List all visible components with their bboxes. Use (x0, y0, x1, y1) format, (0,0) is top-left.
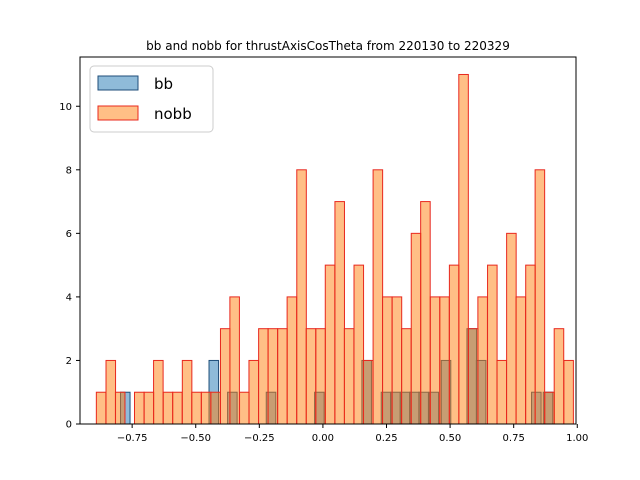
bar-nobb-21 (296, 169, 307, 425)
bar-nobb-47 (544, 391, 555, 425)
bar-nobb-32 (401, 328, 412, 425)
bar-nobb-30 (382, 296, 393, 425)
bar-nobb-40 (477, 296, 488, 425)
bar-nobb-37 (448, 264, 460, 425)
bar-nobb-36 (439, 296, 450, 425)
y-tick-label-1: 2 (66, 356, 72, 367)
x-tick-label-2: −0.25 (244, 433, 275, 444)
y-tick-label-2: 4 (66, 292, 72, 303)
series-nobb (95, 73, 574, 425)
y-tick-label-5: 10 (59, 102, 72, 113)
bar-nobb-9 (181, 359, 193, 425)
bar-nobb-22 (305, 328, 317, 425)
x-tick-label-1: −0.50 (180, 433, 211, 444)
bar-nobb-1 (105, 359, 117, 425)
bar-nobb-4 (134, 391, 145, 425)
bar-nobb-24 (324, 264, 336, 425)
bar-nobb-19 (277, 328, 288, 425)
bar-nobb-41 (487, 264, 498, 425)
bar-nobb-38 (458, 73, 469, 425)
bar-nobb-5 (143, 391, 155, 425)
bar-nobb-34 (420, 201, 431, 425)
bar-nobb-26 (343, 328, 355, 425)
bar-nobb-42 (496, 359, 507, 425)
x-tick-label-3: 0.00 (312, 433, 334, 444)
bar-nobb-45 (525, 264, 536, 425)
bar-nobb-20 (286, 296, 298, 425)
bar-nobb-27 (353, 264, 365, 425)
bar-nobb-17 (258, 328, 269, 425)
bar-nobb-29 (372, 169, 384, 425)
legend: bb nobb (89, 65, 214, 133)
x-tick-label-4: 0.25 (375, 433, 397, 444)
y-axis: 0 2 4 6 8 10 (59, 102, 80, 431)
bar-nobb-46 (534, 169, 546, 425)
bar-nobb-12 (210, 391, 221, 425)
legend-swatch-bb (97, 75, 139, 91)
bar-nobb-28 (362, 359, 374, 425)
bar-nobb-18 (267, 328, 279, 425)
legend-label-bb: bb (154, 75, 173, 93)
bar-nobb-31 (391, 296, 403, 425)
plot-frame (79, 56, 577, 425)
bar-nobb-48 (553, 328, 565, 425)
bar-nobb-2 (114, 391, 126, 425)
bar-nobb-6 (153, 359, 164, 425)
x-tick-label-7: 1.00 (566, 433, 588, 444)
chart-title: bb and nobb for thrustAxisCosTheta from … (146, 39, 510, 53)
legend-swatch-nobb (97, 105, 139, 121)
bar-nobb-44 (515, 296, 527, 425)
bar-nobb-39 (467, 328, 479, 425)
bar-nobb-13 (219, 328, 231, 425)
bar-nobb-11 (200, 391, 212, 425)
bar-nobb-7 (162, 391, 174, 425)
bar-nobb-15 (239, 391, 250, 425)
x-tick-label-6: 0.75 (503, 433, 525, 444)
bar-nobb-8 (172, 391, 183, 425)
bar-nobb-35 (429, 296, 441, 425)
y-tick-label-4: 8 (66, 165, 72, 176)
bar-nobb-16 (248, 359, 260, 425)
bar-nobb-14 (229, 296, 240, 425)
y-tick-label-0: 0 (66, 420, 72, 431)
y-tick-label-3: 6 (66, 229, 72, 240)
x-tick-label-0: −0.75 (117, 433, 148, 444)
bar-nobb-25 (334, 201, 345, 425)
x-tick-label-5: 0.50 (439, 433, 461, 444)
legend-label-nobb: nobb (154, 105, 192, 123)
bar-nobb-49 (563, 359, 574, 425)
bar-nobb-10 (191, 391, 202, 425)
bar-nobb-43 (506, 232, 517, 425)
bar-nobb-33 (410, 232, 422, 425)
bar-nobb-0 (95, 391, 107, 425)
bar-nobb-23 (315, 328, 326, 425)
x-axis: −0.75 −0.50 −0.25 0.00 0.25 0.50 0.75 1.00 (117, 424, 588, 444)
